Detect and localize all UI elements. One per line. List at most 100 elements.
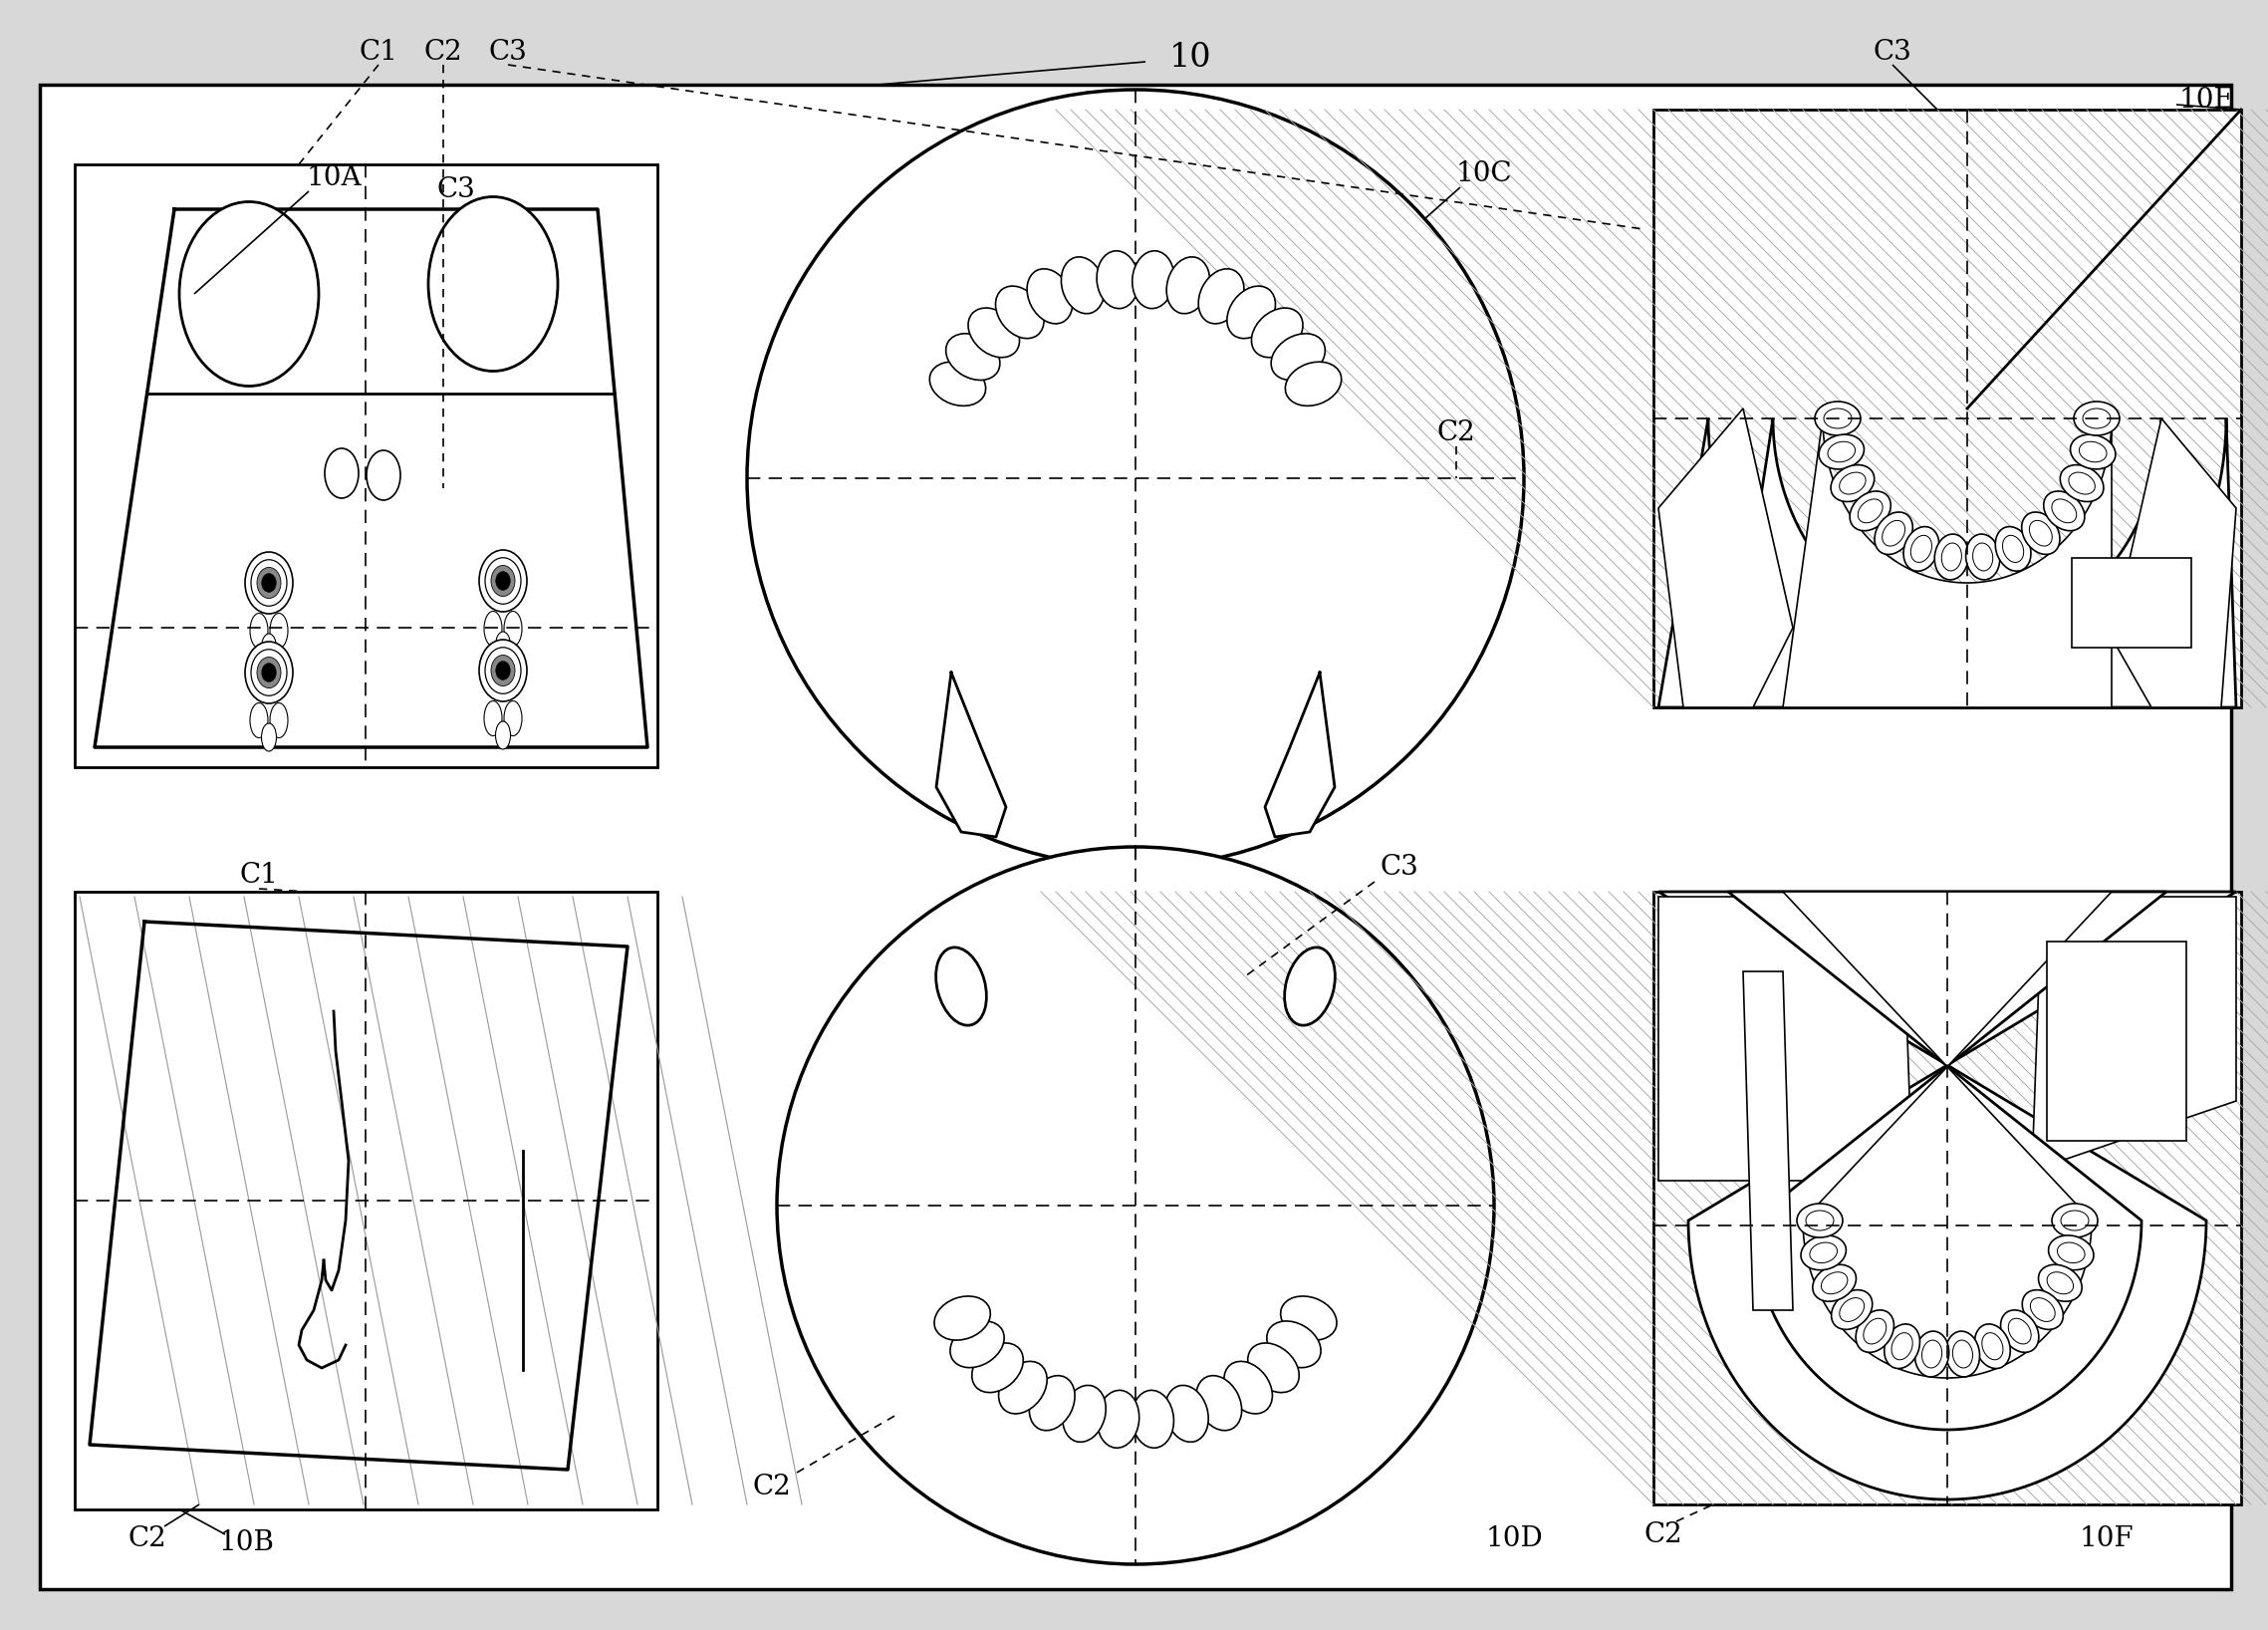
Text: 10A: 10A xyxy=(306,165,361,191)
Ellipse shape xyxy=(1830,465,1873,502)
Ellipse shape xyxy=(1953,1340,1973,1368)
Ellipse shape xyxy=(1839,473,1867,494)
Ellipse shape xyxy=(1941,543,1962,570)
Text: C2: C2 xyxy=(753,1474,792,1500)
Text: C2: C2 xyxy=(1438,421,1476,447)
Ellipse shape xyxy=(479,549,526,611)
Polygon shape xyxy=(1266,673,1334,836)
Ellipse shape xyxy=(270,613,288,649)
Ellipse shape xyxy=(503,701,522,735)
Ellipse shape xyxy=(249,703,268,738)
Ellipse shape xyxy=(485,647,522,694)
Text: C3: C3 xyxy=(1381,854,1420,880)
Polygon shape xyxy=(1728,892,2166,1430)
Ellipse shape xyxy=(1966,535,2000,580)
Ellipse shape xyxy=(1166,258,1209,313)
Ellipse shape xyxy=(1132,251,1175,308)
Ellipse shape xyxy=(261,634,277,662)
Ellipse shape xyxy=(1064,1386,1107,1443)
Ellipse shape xyxy=(1268,1320,1320,1368)
Ellipse shape xyxy=(1823,409,1851,429)
Ellipse shape xyxy=(2059,465,2105,502)
Polygon shape xyxy=(1783,892,2112,1377)
Ellipse shape xyxy=(483,701,501,735)
Text: 10F: 10F xyxy=(2080,1526,2134,1553)
Text: C3: C3 xyxy=(438,176,476,202)
Ellipse shape xyxy=(1284,947,1336,1025)
Ellipse shape xyxy=(2053,499,2077,523)
Ellipse shape xyxy=(746,90,1524,867)
Text: 10B: 10B xyxy=(220,1529,274,1555)
Ellipse shape xyxy=(2039,1265,2082,1301)
Ellipse shape xyxy=(930,362,987,406)
Ellipse shape xyxy=(2023,1289,2064,1330)
Ellipse shape xyxy=(1801,1236,1846,1270)
Ellipse shape xyxy=(1857,499,1882,523)
Text: 10D: 10D xyxy=(1486,1526,1542,1553)
Bar xyxy=(75,165,658,768)
Ellipse shape xyxy=(998,1361,1048,1413)
Ellipse shape xyxy=(492,655,515,686)
Text: C2: C2 xyxy=(1644,1521,1683,1548)
Ellipse shape xyxy=(1281,1296,1336,1340)
Ellipse shape xyxy=(1286,362,1340,406)
Ellipse shape xyxy=(2003,535,2023,562)
Ellipse shape xyxy=(483,611,501,645)
Text: C2: C2 xyxy=(127,1526,168,1553)
Ellipse shape xyxy=(497,662,510,680)
Ellipse shape xyxy=(1828,442,1855,461)
Ellipse shape xyxy=(1195,1376,1241,1431)
Ellipse shape xyxy=(2000,1311,2039,1353)
Ellipse shape xyxy=(2071,435,2116,469)
Ellipse shape xyxy=(324,448,358,499)
Ellipse shape xyxy=(492,566,515,597)
Ellipse shape xyxy=(1027,269,1073,324)
Ellipse shape xyxy=(934,1296,991,1340)
Ellipse shape xyxy=(1973,543,1994,570)
Ellipse shape xyxy=(1805,1211,1835,1231)
Text: C2: C2 xyxy=(424,39,463,65)
Ellipse shape xyxy=(1935,535,1969,580)
Ellipse shape xyxy=(1198,269,1243,324)
Ellipse shape xyxy=(1855,1311,1894,1353)
Bar xyxy=(2048,942,2186,1141)
Ellipse shape xyxy=(261,724,277,751)
Ellipse shape xyxy=(1876,512,1912,554)
Polygon shape xyxy=(1728,419,2166,707)
Ellipse shape xyxy=(245,553,293,615)
Ellipse shape xyxy=(1061,258,1105,313)
Ellipse shape xyxy=(1892,1333,1912,1359)
Polygon shape xyxy=(1658,419,2236,707)
Bar xyxy=(75,892,658,1509)
Text: C1: C1 xyxy=(358,39,397,65)
Ellipse shape xyxy=(252,649,286,696)
Ellipse shape xyxy=(479,639,526,701)
Ellipse shape xyxy=(1227,285,1275,339)
Ellipse shape xyxy=(503,611,522,645)
Polygon shape xyxy=(1658,409,1794,707)
Ellipse shape xyxy=(485,557,522,605)
Ellipse shape xyxy=(1882,520,1905,546)
Ellipse shape xyxy=(1810,1242,1837,1263)
Text: C3: C3 xyxy=(488,39,526,65)
Ellipse shape xyxy=(256,657,281,688)
Ellipse shape xyxy=(2021,512,2059,554)
Ellipse shape xyxy=(2048,1271,2073,1294)
Ellipse shape xyxy=(1821,1271,1848,1294)
Bar xyxy=(2071,557,2191,647)
Ellipse shape xyxy=(2048,1236,2093,1270)
Polygon shape xyxy=(937,673,1007,836)
Ellipse shape xyxy=(778,848,1495,1565)
Ellipse shape xyxy=(973,1343,1023,1392)
Ellipse shape xyxy=(1030,1376,1075,1431)
Ellipse shape xyxy=(261,663,277,681)
Ellipse shape xyxy=(2007,1319,2032,1345)
Ellipse shape xyxy=(937,947,987,1025)
Polygon shape xyxy=(1658,897,1912,1180)
Ellipse shape xyxy=(2030,520,2053,546)
Ellipse shape xyxy=(2030,1297,2055,1322)
Ellipse shape xyxy=(270,703,288,738)
Polygon shape xyxy=(2032,897,2236,1170)
Ellipse shape xyxy=(1975,1324,2009,1369)
Text: 10E: 10E xyxy=(2180,86,2234,112)
